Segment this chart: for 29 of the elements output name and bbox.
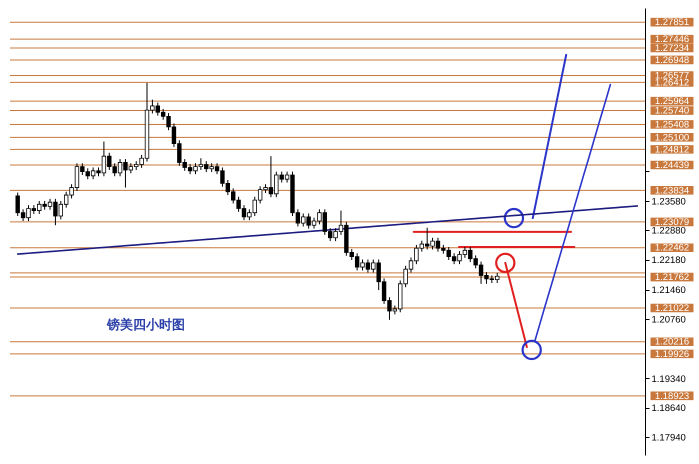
annotation: 镑美四小时图 <box>106 317 185 333</box>
ref-line-label: 1.27446 <box>654 34 690 46</box>
y-tick-label: 1.19340 <box>652 374 686 385</box>
y-tick-label: 1.17940 <box>652 432 686 444</box>
line-series <box>16 205 638 255</box>
ref-line-label: 1.19926 <box>654 348 690 360</box>
ref-line-label: 1.24812 <box>654 144 690 156</box>
ref-line-label: 1.25100 <box>654 132 690 144</box>
ref-line-label: 1.24439 <box>654 160 690 171</box>
y-tick-label: 1.23580 <box>652 196 686 208</box>
y-tick-label: 1.21460 <box>652 285 686 296</box>
ref-line-label: 1.20216 <box>654 336 690 348</box>
ref-line-label: 1.21762 <box>654 272 690 284</box>
ref-line-label: 1.25740 <box>654 106 690 117</box>
y-tick-label: 1.22880 <box>652 226 686 237</box>
y-tick-label: 1.18640 <box>652 403 686 414</box>
y-tick-label: 1.20760 <box>652 314 686 326</box>
ref-line-label: 1.26948 <box>654 54 690 66</box>
ref-line-label: 1.27234 <box>654 43 690 54</box>
y-tick-label: 1.22180 <box>652 255 686 266</box>
line-series <box>534 84 612 342</box>
ref-line-label: 1.27851 <box>654 17 690 28</box>
ref-line-label: 1.21022 <box>654 303 690 314</box>
ref-line-label: 1.18923 <box>654 390 690 402</box>
ref-line-label: 1.25408 <box>654 119 690 130</box>
ref-line-label: 1.25964 <box>654 96 690 108</box>
ref-line-label: 1.23079 <box>654 216 690 228</box>
ref-line-label: 1.22462 <box>654 242 690 254</box>
ref-line-label: 1.23834 <box>654 185 690 196</box>
